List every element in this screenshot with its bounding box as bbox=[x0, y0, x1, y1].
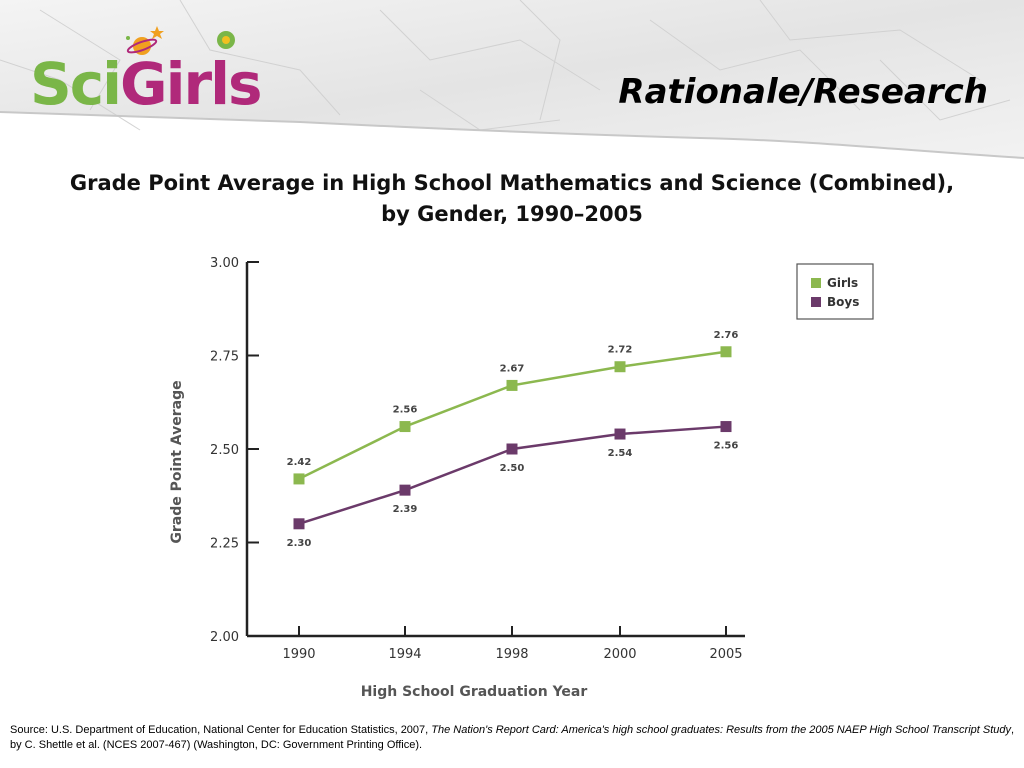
y-tick-label: 2.50 bbox=[210, 443, 239, 458]
legend-swatch-boys bbox=[811, 297, 821, 307]
data-label-boys: 2.54 bbox=[608, 448, 633, 459]
series-lines bbox=[298, 350, 727, 525]
data-label-boys: 2.39 bbox=[393, 504, 418, 515]
legend-label-girls: Girls bbox=[827, 276, 858, 290]
data-point-boys bbox=[293, 518, 305, 530]
source-citation: Source: U.S. Department of Education, Na… bbox=[10, 723, 1015, 753]
slide-title: Rationale/Research bbox=[618, 72, 988, 112]
data-label-girls: 2.67 bbox=[500, 363, 525, 374]
data-label-boys: 2.50 bbox=[500, 463, 525, 474]
data-point-girls bbox=[720, 346, 732, 358]
star-icon bbox=[150, 26, 164, 39]
x-tick-label: 2000 bbox=[603, 647, 636, 662]
y-tick-label: 3.00 bbox=[210, 256, 239, 271]
series-markers bbox=[293, 346, 732, 530]
legend-label-boys: Boys bbox=[827, 295, 859, 309]
x-tick-label: 1998 bbox=[495, 647, 528, 662]
source-prefix: Source: U.S. Department of Education, Na… bbox=[10, 724, 432, 736]
y-tick-label: 2.75 bbox=[210, 350, 239, 365]
header-banner bbox=[0, 0, 1024, 159]
source-title: The Nation's Report Card: America's high… bbox=[431, 724, 1012, 736]
legend-box bbox=[796, 263, 874, 320]
data-label-girls: 2.56 bbox=[393, 405, 418, 416]
data-label-boys: 2.56 bbox=[714, 441, 739, 452]
x-tick-label: 1994 bbox=[388, 647, 421, 662]
data-point-boys bbox=[506, 443, 518, 455]
y-tick-label: 2.00 bbox=[210, 630, 239, 645]
planet-icon bbox=[126, 36, 158, 55]
series-line-boys bbox=[298, 425, 727, 525]
data-label-girls: 2.72 bbox=[608, 345, 633, 356]
scigirls-logo: SciGirls bbox=[30, 26, 263, 117]
data-point-girls bbox=[614, 361, 626, 373]
data-point-girls bbox=[399, 421, 411, 433]
source-suffix: , by C. Shettle et al. (NCES 2007-467) (… bbox=[10, 724, 1015, 751]
x-tick-label: 2005 bbox=[709, 647, 742, 662]
chart-title-line-1: Grade Point Average in High School Mathe… bbox=[69, 171, 955, 195]
x-axis-label: High School Graduation Year bbox=[361, 684, 588, 700]
logo-text: SciGirls bbox=[30, 50, 261, 117]
chart-axes: 2.00 2.25 2.50 2.75 3.00 1990 1994 1998 2000 2005 bbox=[210, 256, 745, 662]
flower-icon bbox=[217, 31, 235, 49]
data-label-girls: 2.42 bbox=[287, 457, 312, 468]
data-point-boys bbox=[399, 484, 411, 496]
data-point-girls bbox=[293, 473, 305, 485]
chart-title-line-2: by Gender, 1990–2005 bbox=[381, 202, 643, 226]
y-tick-label: 2.25 bbox=[210, 537, 239, 552]
data-label-boys: 2.30 bbox=[287, 538, 312, 549]
chart-title: Grade Point Average in High School Mathe… bbox=[0, 168, 1024, 230]
legend-swatch-girls bbox=[811, 278, 821, 288]
chart-legend: Girls Boys bbox=[796, 263, 874, 320]
y-axis-label: Grade Point Average bbox=[169, 380, 185, 543]
data-point-boys bbox=[614, 428, 626, 440]
x-tick-label: 1990 bbox=[282, 647, 315, 662]
data-point-girls bbox=[506, 379, 518, 391]
data-labels: 2.42 2.56 2.67 2.72 2.76 2.30 2.39 2.50 2.54 2.56 bbox=[287, 330, 739, 549]
data-point-boys bbox=[720, 421, 732, 433]
data-label-girls: 2.76 bbox=[714, 330, 739, 341]
